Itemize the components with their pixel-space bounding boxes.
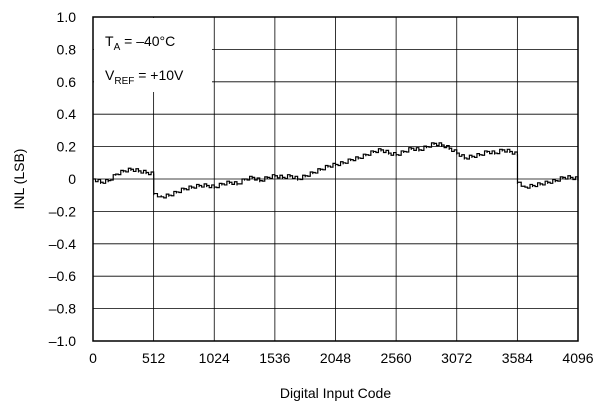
y-tick-label: –1.0 <box>49 333 76 349</box>
vref-annotation: VREF = +10V <box>105 67 184 87</box>
conditions-annotation: TA = –40°C VREF = +10V <box>94 18 212 92</box>
y-tick-label: 0.6 <box>57 74 77 90</box>
x-axis-ticks: 0 512 1024 1536 2048 2560 3072 3584 4096 <box>89 350 594 366</box>
y-tick-label: –0.6 <box>49 268 76 284</box>
inl-series-line <box>93 142 579 199</box>
vref-subscript: REF <box>114 76 134 87</box>
y-tick-label: –0.4 <box>49 236 76 252</box>
x-tick-label: 512 <box>142 350 166 366</box>
y-tick-label: 1.0 <box>57 9 77 25</box>
annotation-background <box>94 18 212 92</box>
vref-symbol: V <box>105 67 115 83</box>
x-tick-label: 3072 <box>441 350 472 366</box>
temperature-annotation: TA = –40°C <box>105 33 175 53</box>
temp-symbol: T <box>105 33 114 49</box>
x-tick-label: 0 <box>89 350 97 366</box>
y-axis-title: INL (LSB) <box>11 149 27 210</box>
y-axis-ticks: 1.0 0.8 0.6 0.4 0.2 0 –0.2 –0.4 –0.6 –0.8 –1.0 <box>49 9 76 349</box>
x-tick-label: 1536 <box>259 350 290 366</box>
y-tick-label: 0.4 <box>57 106 77 122</box>
x-tick-label: 4096 <box>562 350 593 366</box>
x-tick-label: 2048 <box>320 350 351 366</box>
x-tick-label: 2560 <box>381 350 412 366</box>
series-layer <box>93 142 579 199</box>
plot-frame <box>92 16 579 342</box>
y-tick-label: 0.8 <box>57 41 77 57</box>
y-tick-label: –0.2 <box>49 203 76 219</box>
y-tick-label: –0.8 <box>49 301 76 317</box>
x-axis-title: Digital Input Code <box>280 385 392 401</box>
temp-value: = –40°C <box>120 33 175 49</box>
x-tick-label: 3584 <box>502 350 533 366</box>
y-tick-label: 0.2 <box>57 139 77 155</box>
y-tick-label: 0 <box>68 171 76 187</box>
vref-value: = +10V <box>134 67 184 83</box>
temp-subscript: A <box>114 42 121 53</box>
x-tick-label: 1024 <box>199 350 230 366</box>
